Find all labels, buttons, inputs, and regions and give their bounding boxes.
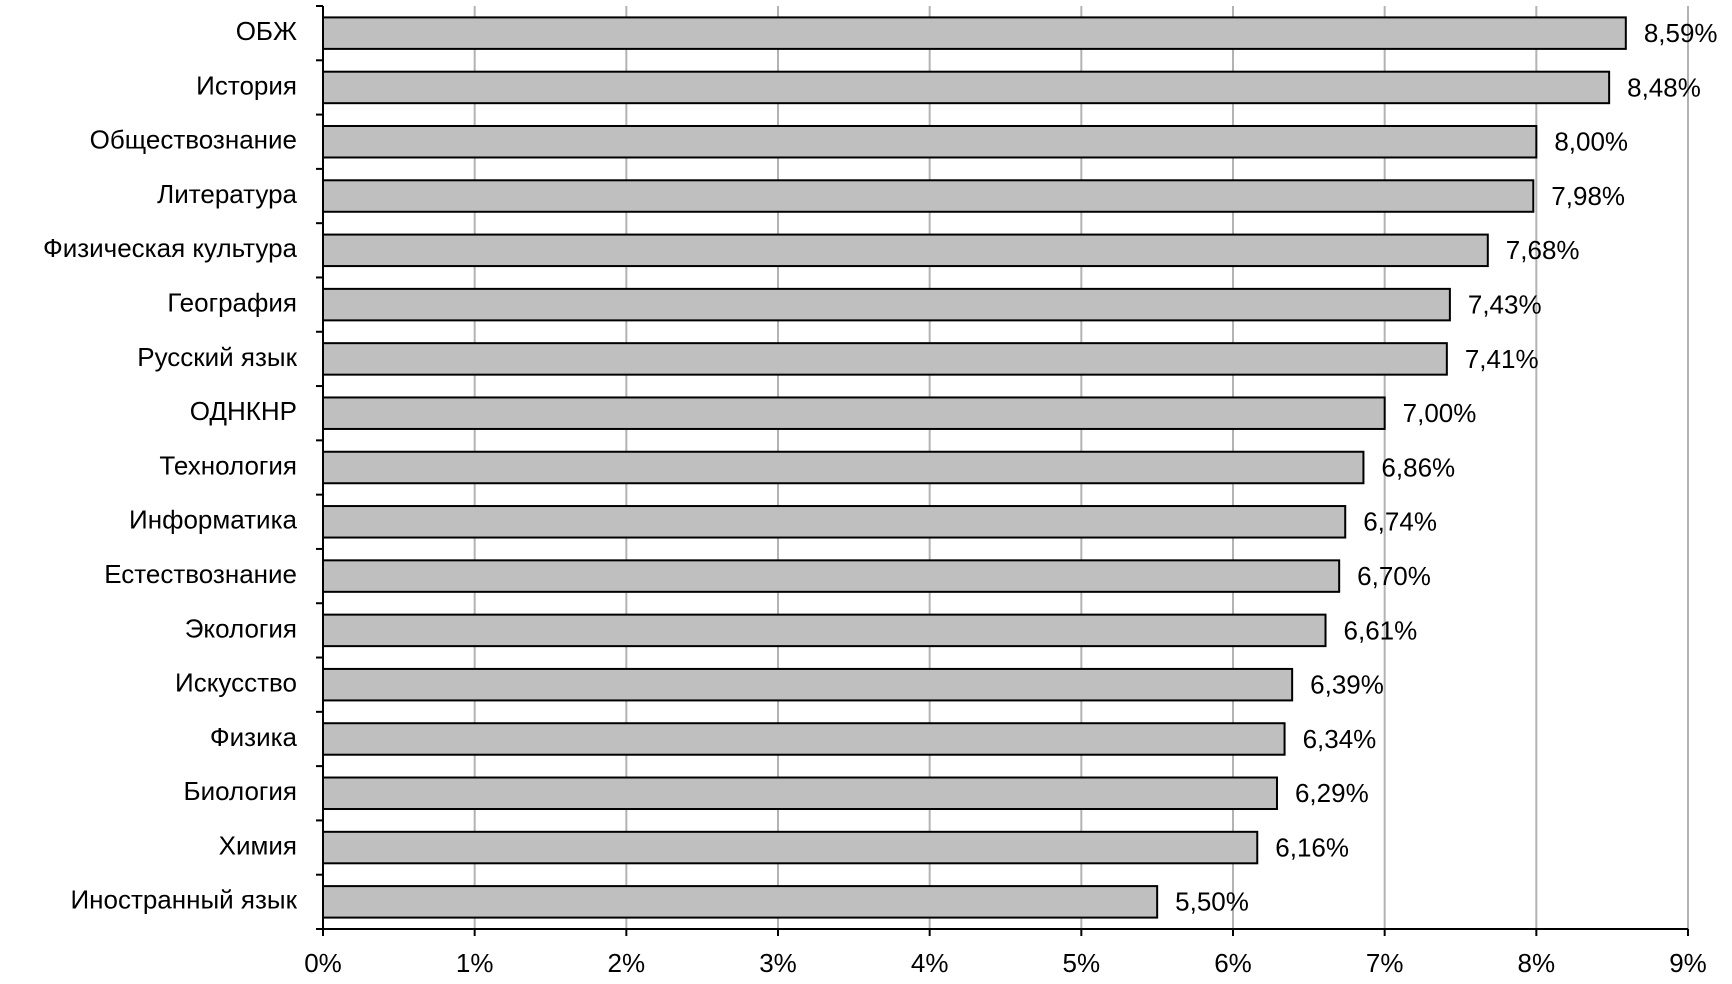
- bar: [322, 559, 1341, 593]
- bar: [322, 396, 1386, 430]
- y-tick-label: Обществознание: [90, 125, 297, 155]
- y-tick-label: ОБЖ: [236, 16, 297, 46]
- x-tick-label: 7%: [1366, 948, 1404, 978]
- value-label: 6,74%: [1363, 507, 1437, 537]
- y-tick-label: Биология: [184, 776, 297, 806]
- value-label: 6,61%: [1344, 615, 1418, 645]
- value-label: 5,50%: [1175, 887, 1249, 917]
- bar: [322, 233, 1489, 268]
- y-tick-label: Физическая культура: [43, 233, 298, 263]
- bar: [322, 287, 1451, 322]
- x-tick-label: 2%: [608, 948, 646, 978]
- bar: [322, 16, 1627, 50]
- x-tick-label: 8%: [1518, 948, 1556, 978]
- bar: [322, 776, 1278, 811]
- bar: [322, 450, 1365, 485]
- bar: [322, 124, 1538, 159]
- bar: [322, 830, 1259, 865]
- y-tick-label: История: [196, 70, 297, 100]
- y-tick-label: Физика: [210, 722, 298, 752]
- value-label: 7,43%: [1468, 289, 1542, 319]
- y-tick-label: Естествознание: [104, 559, 297, 589]
- y-tick-label: Химия: [219, 830, 297, 860]
- bar: [322, 179, 1535, 213]
- bar: [322, 667, 1294, 702]
- x-tick-label: 5%: [1063, 948, 1101, 978]
- value-label: 7,68%: [1506, 235, 1580, 265]
- y-tick-label: Русский язык: [137, 342, 297, 372]
- bar: [322, 505, 1347, 539]
- value-label: 7,00%: [1403, 398, 1477, 428]
- value-label: 6,29%: [1295, 778, 1369, 808]
- x-tick-label: 3%: [759, 948, 797, 978]
- x-tick-label: 6%: [1214, 948, 1252, 978]
- y-tick-label: Информатика: [129, 505, 297, 535]
- y-tick-label: География: [167, 287, 297, 317]
- x-tick-label: 1%: [456, 948, 494, 978]
- bar: [322, 342, 1448, 376]
- value-label: 6,86%: [1381, 452, 1455, 482]
- y-tick-label: Искусство: [175, 668, 297, 698]
- y-tick-label: Иностранный язык: [70, 885, 297, 915]
- y-tick-label: Литература: [157, 179, 297, 209]
- value-label: 6,16%: [1275, 832, 1349, 862]
- y-tick-label: Экология: [185, 613, 297, 643]
- value-label: 6,70%: [1357, 561, 1431, 591]
- value-label: 7,41%: [1465, 344, 1539, 374]
- value-label: 8,48%: [1627, 72, 1701, 102]
- bar: [322, 613, 1327, 648]
- bar: [322, 70, 1611, 105]
- y-tick-label: Технология: [159, 450, 297, 480]
- bar: [322, 885, 1159, 919]
- x-tick-label: 0%: [304, 948, 342, 978]
- bar: [322, 722, 1286, 756]
- y-tick-label: ОДНКНР: [190, 396, 297, 426]
- value-label: 8,59%: [1644, 18, 1718, 48]
- x-tick-label: 9%: [1669, 948, 1707, 978]
- value-label: 8,00%: [1554, 127, 1628, 157]
- value-label: 7,98%: [1551, 181, 1625, 211]
- value-label: 6,39%: [1310, 670, 1384, 700]
- value-label: 6,34%: [1303, 724, 1377, 754]
- x-tick-label: 4%: [911, 948, 949, 978]
